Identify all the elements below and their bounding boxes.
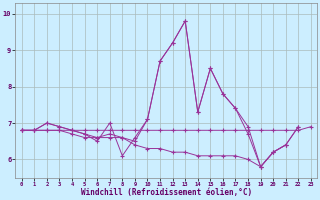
X-axis label: Windchill (Refroidissement éolien,°C): Windchill (Refroidissement éolien,°C) (81, 188, 252, 197)
